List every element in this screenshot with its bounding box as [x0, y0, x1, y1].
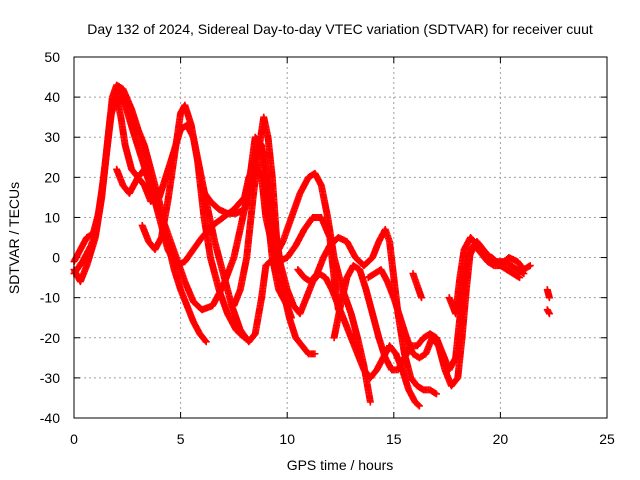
series-arc-5 — [138, 101, 249, 342]
series-arc-14 — [543, 306, 553, 318]
y-tick-label: -40 — [40, 410, 60, 426]
data-point — [202, 338, 210, 346]
y-tick-label: 10 — [44, 209, 60, 225]
data-point — [415, 402, 423, 410]
x-tick-label: 0 — [70, 431, 78, 447]
data-point — [201, 337, 209, 345]
chart-title: Day 132 of 2024, Sidereal Day-to-day VTE… — [87, 21, 593, 37]
data-point — [414, 401, 422, 409]
x-tick-label: 10 — [279, 431, 295, 447]
data-point — [241, 334, 249, 342]
series-arc-7 — [198, 141, 423, 410]
y-tick-label: -20 — [40, 330, 60, 346]
y-tick-label: 30 — [44, 129, 60, 145]
y-axis-label: SDTVAR / TECUs — [6, 182, 22, 294]
x-tick-label: 25 — [599, 431, 615, 447]
data-point — [516, 274, 524, 282]
data-point — [431, 389, 439, 397]
y-tick-label: -30 — [40, 370, 60, 386]
data-point — [366, 398, 374, 406]
series-arc-12 — [445, 234, 534, 318]
data-point — [239, 333, 247, 341]
tick-labels: 0 5 10 15 20 25 -40 -30 -20 -10 0 10 20 30 40 50 — [40, 49, 615, 447]
x-tick-label: 15 — [386, 431, 402, 447]
data-point — [418, 294, 426, 302]
y-tick-label: 40 — [44, 89, 60, 105]
data-marks — [70, 81, 553, 410]
x-axis-label: GPS time / hours — [287, 457, 394, 473]
y-tick-label: -10 — [40, 290, 60, 306]
y-tick-label: 0 — [52, 250, 60, 266]
y-tick-label: 20 — [44, 169, 60, 185]
series-arc-11 — [409, 270, 426, 302]
data-point — [311, 350, 319, 358]
data-point — [514, 273, 522, 281]
y-tick-label: 50 — [44, 49, 60, 65]
data-point — [432, 390, 440, 398]
series-arc-8 — [294, 225, 440, 398]
x-tick-label: 20 — [493, 431, 509, 447]
series-arc-13 — [543, 286, 553, 302]
x-tick-label: 5 — [177, 431, 185, 447]
